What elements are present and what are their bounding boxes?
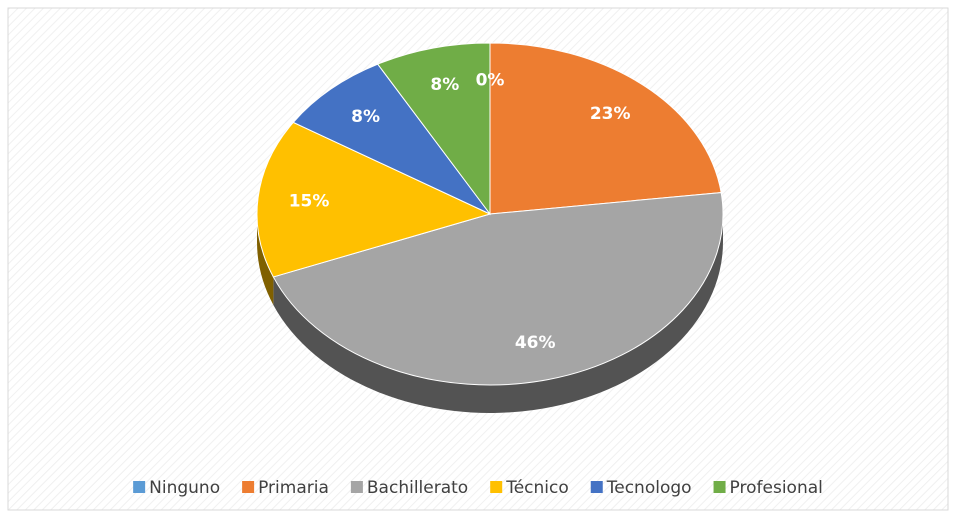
legend-swatch <box>133 481 146 493</box>
slice <box>292 63 491 215</box>
data-label: 15% <box>289 191 330 211</box>
data-label: 23% <box>590 104 631 124</box>
pie: 0% 23% 46% 15% 8% 8% <box>256 42 724 413</box>
legend-swatch <box>590 481 603 493</box>
slice-side <box>273 214 723 413</box>
legend-swatch <box>242 481 255 493</box>
legend-swatch <box>350 481 363 493</box>
slice <box>272 192 724 386</box>
slice <box>376 42 491 216</box>
legend-label: Ninguno <box>149 478 220 498</box>
legend-label: Bachillerato <box>367 478 468 498</box>
legend-swatch <box>490 481 503 493</box>
legend-label: Técnico <box>505 478 569 498</box>
data-label: 46% <box>515 333 556 353</box>
data-label: 8% <box>430 75 459 95</box>
slice <box>489 42 722 215</box>
data-label: 8% <box>351 107 380 127</box>
legend-label: Tecnologo <box>606 478 692 498</box>
slice <box>256 121 492 278</box>
legend-label: Primaria <box>258 478 329 498</box>
legend-label: Profesional <box>730 478 823 498</box>
legend: Ninguno Primaria Bachillerato Técnico Tecnol… <box>133 478 823 498</box>
legend-swatch <box>713 481 726 493</box>
data-label: 0% <box>476 71 505 91</box>
